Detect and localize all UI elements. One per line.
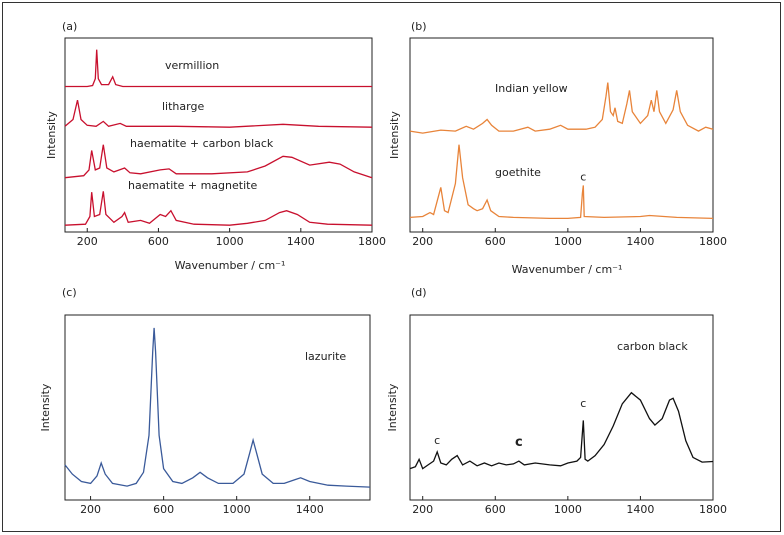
- x-tick-label: 600: [485, 235, 506, 248]
- x-axis-label: Wavenumber / cm⁻¹: [512, 263, 623, 276]
- x-tick-label: 1400: [296, 503, 324, 516]
- x-tick-label: 200: [80, 503, 101, 516]
- series-label: goethite: [495, 166, 541, 179]
- plot-frame: [64, 37, 373, 233]
- annotation: c: [515, 435, 523, 450]
- x-tick-label: 1400: [626, 503, 654, 516]
- plot-frame: [64, 314, 371, 501]
- x-tick-label: 200: [77, 235, 98, 248]
- x-axis-label: Wavenumber / cm⁻¹: [175, 259, 286, 272]
- x-tick-label: 600: [153, 503, 174, 516]
- series-label: haematite + magnetite: [128, 179, 257, 192]
- spectrum-line: [64, 327, 371, 488]
- x-tick-label: 1800: [699, 503, 727, 516]
- series-label: lazurite: [305, 350, 346, 363]
- y-axis-label: Intensity: [388, 111, 401, 159]
- x-tick-label: 1000: [554, 503, 582, 516]
- series-label: litharge: [162, 100, 204, 113]
- spectrum-line: [65, 49, 372, 88]
- spectrum-line: [409, 144, 714, 220]
- annotation: c: [434, 434, 440, 447]
- y-axis-label: Intensity: [45, 111, 58, 159]
- spectrum-line: [409, 391, 714, 470]
- x-tick-label: 200: [412, 235, 433, 248]
- x-tick-label: 1000: [216, 235, 244, 248]
- panel-label: (b): [411, 20, 427, 33]
- panel-label: (a): [62, 20, 77, 33]
- series-label: haematite + carbon black: [130, 137, 274, 150]
- x-tick-label: 1800: [699, 235, 727, 248]
- spectrum-line: [64, 144, 373, 179]
- panel-label: (c): [62, 286, 77, 299]
- y-axis-label: Intensity: [39, 383, 52, 431]
- x-tick-label: 1000: [554, 235, 582, 248]
- spectrum-line: [409, 82, 714, 134]
- panel-label: (d): [411, 286, 427, 299]
- spectrum-line: [64, 191, 373, 226]
- x-tick-label: 1000: [223, 503, 251, 516]
- spectrum-line: [64, 99, 373, 128]
- x-tick-label: 600: [148, 235, 169, 248]
- x-tick-label: 1400: [287, 235, 315, 248]
- x-tick-label: 1800: [358, 235, 386, 248]
- y-axis-label: Intensity: [386, 383, 399, 431]
- annotation: c: [580, 397, 586, 410]
- series-label: vermillion: [165, 59, 219, 72]
- series-label: carbon black: [617, 340, 688, 353]
- series-label: Indian yellow: [495, 82, 568, 95]
- x-tick-label: 200: [412, 503, 433, 516]
- plot-frame: [409, 314, 714, 501]
- plot-frame: [409, 37, 714, 233]
- x-tick-label: 1400: [626, 235, 654, 248]
- annotation: c: [580, 171, 586, 184]
- x-tick-label: 600: [485, 503, 506, 516]
